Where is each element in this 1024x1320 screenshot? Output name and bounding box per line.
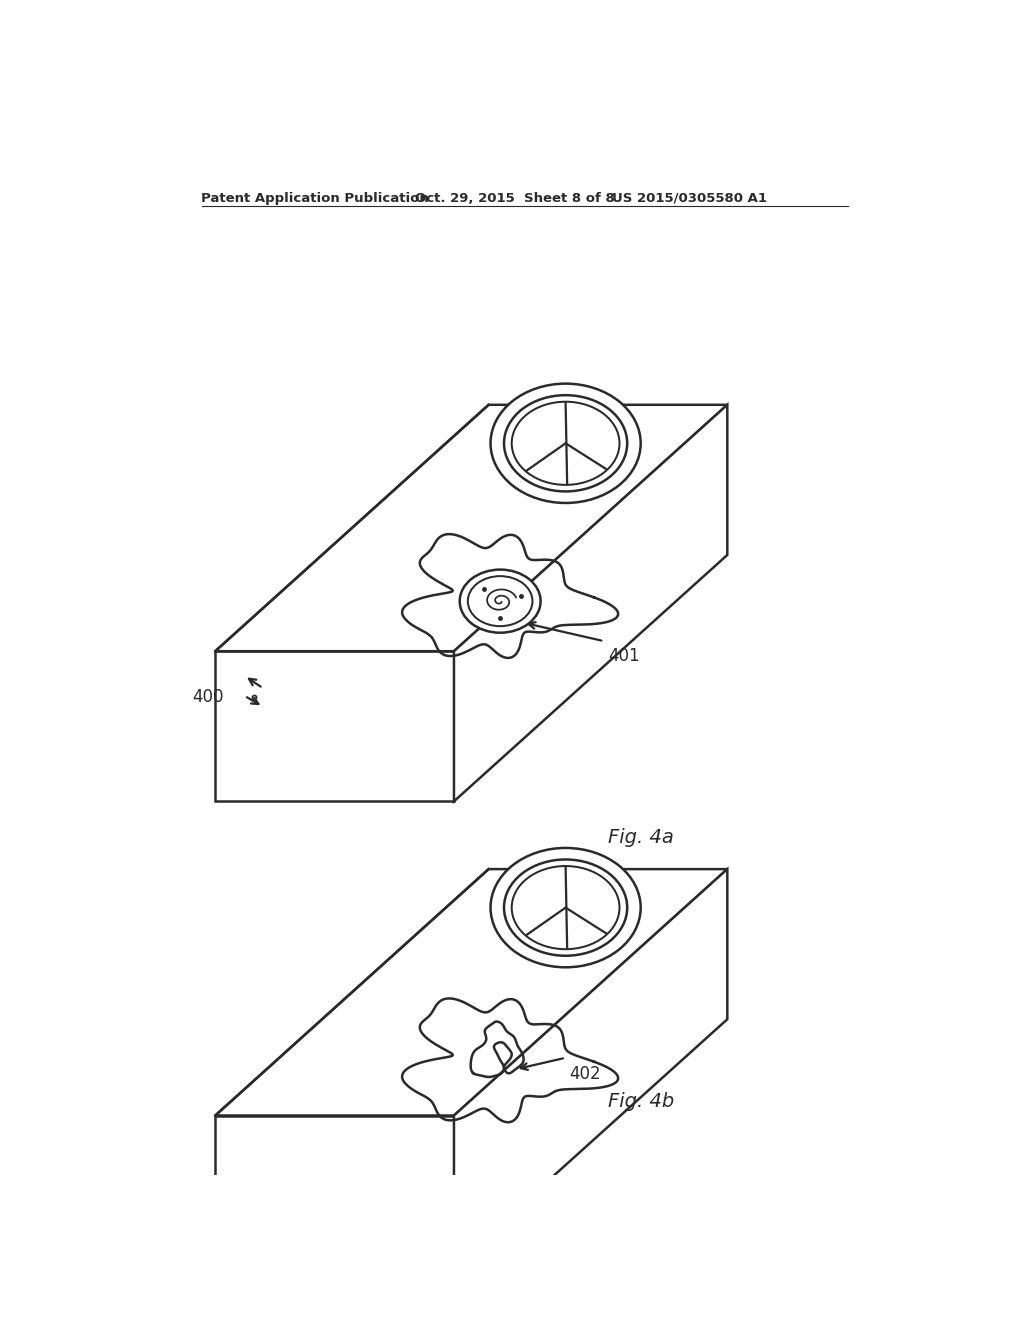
Text: Fig. 4a: Fig. 4a — [608, 829, 674, 847]
Polygon shape — [454, 405, 727, 801]
Text: Patent Application Publication: Patent Application Publication — [202, 191, 429, 205]
Polygon shape — [215, 869, 727, 1115]
Polygon shape — [215, 1115, 454, 1266]
Polygon shape — [215, 651, 454, 801]
Polygon shape — [454, 869, 727, 1266]
Ellipse shape — [504, 859, 628, 956]
Text: Fig. 4b: Fig. 4b — [608, 1092, 674, 1110]
Text: 402: 402 — [569, 1065, 601, 1084]
Ellipse shape — [512, 866, 620, 949]
Text: US 2015/0305580 A1: US 2015/0305580 A1 — [611, 191, 767, 205]
Ellipse shape — [468, 576, 532, 626]
Text: Oct. 29, 2015  Sheet 8 of 8: Oct. 29, 2015 Sheet 8 of 8 — [416, 191, 615, 205]
Ellipse shape — [490, 384, 641, 503]
Polygon shape — [215, 405, 727, 651]
Ellipse shape — [504, 395, 628, 491]
Text: 400: 400 — [193, 689, 223, 706]
Ellipse shape — [512, 401, 620, 484]
Ellipse shape — [490, 847, 641, 968]
Text: 401: 401 — [608, 647, 640, 665]
Ellipse shape — [460, 570, 541, 632]
